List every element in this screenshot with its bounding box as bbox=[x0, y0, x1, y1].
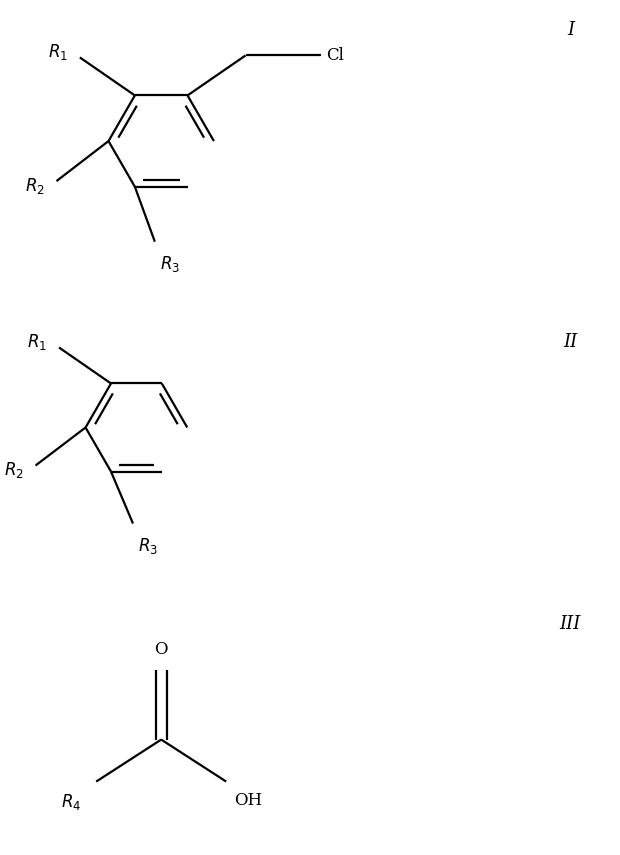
Text: $R_3$: $R_3$ bbox=[138, 535, 158, 556]
Text: $R_3$: $R_3$ bbox=[160, 254, 180, 274]
Text: II: II bbox=[564, 333, 577, 351]
Text: $R_1$: $R_1$ bbox=[27, 333, 47, 352]
Text: $R_2$: $R_2$ bbox=[4, 461, 24, 481]
Text: Cl: Cl bbox=[327, 47, 345, 64]
Text: I: I bbox=[567, 21, 574, 39]
Text: $R_1$: $R_1$ bbox=[48, 43, 68, 62]
Text: OH: OH bbox=[234, 792, 262, 809]
Text: III: III bbox=[560, 615, 581, 634]
Text: $R_4$: $R_4$ bbox=[61, 792, 81, 811]
Text: O: O bbox=[154, 640, 168, 657]
Text: $R_2$: $R_2$ bbox=[25, 176, 45, 196]
